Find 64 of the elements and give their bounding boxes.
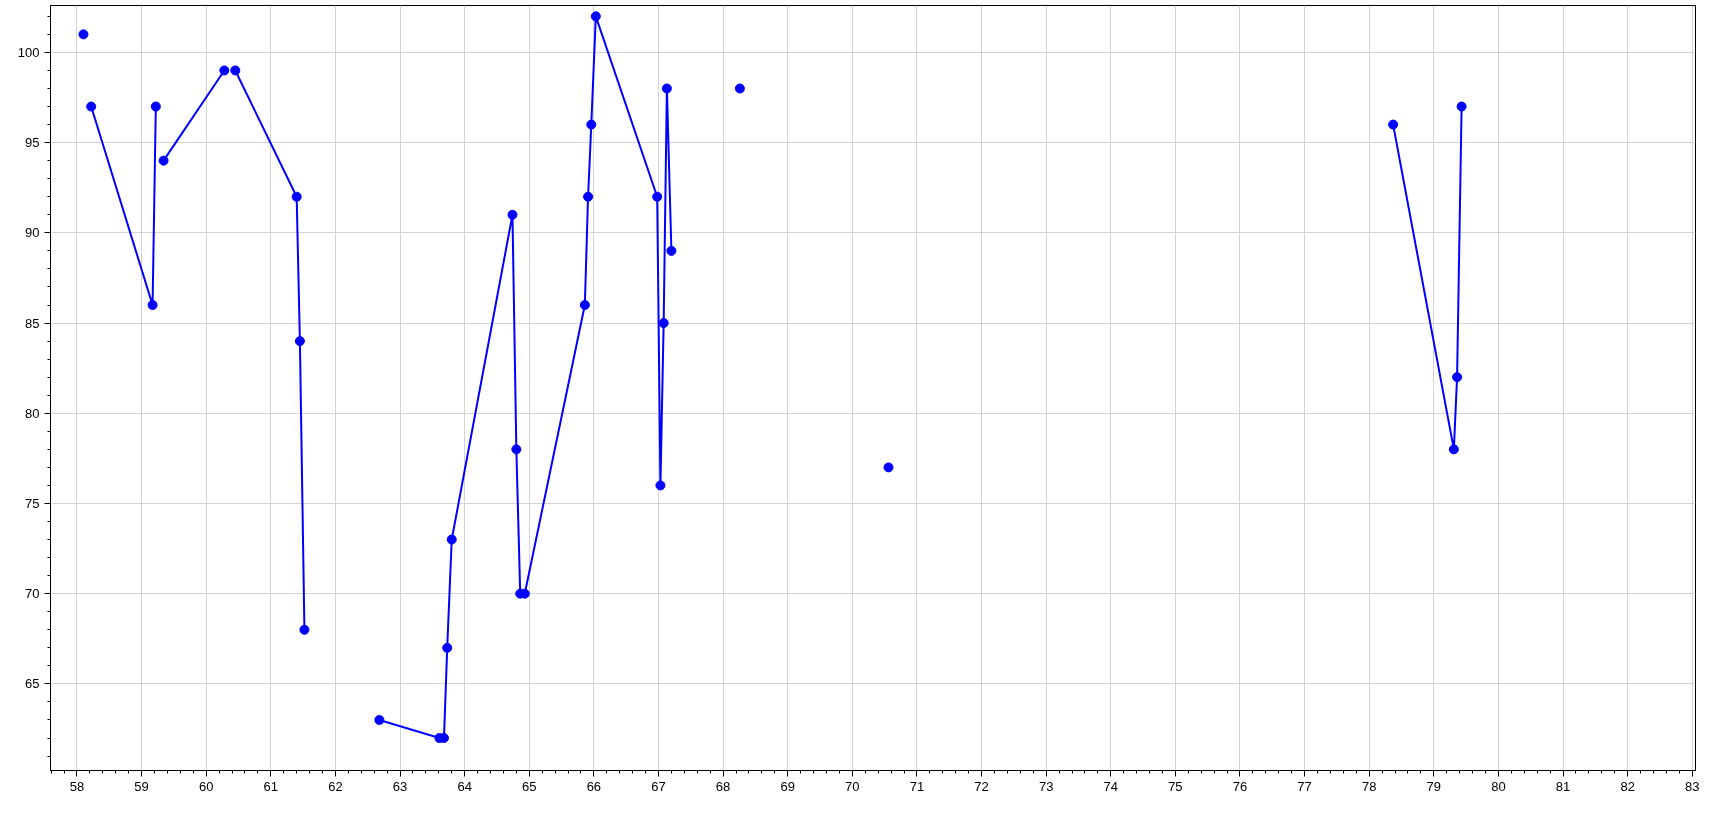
point [511,444,522,455]
y-tick-label: 95 [25,135,40,151]
x-tick-label: 64 [457,778,472,794]
point [374,714,385,725]
y-tick-label: 75 [25,495,40,511]
point [86,101,97,112]
point [883,462,894,473]
y-tick-label: 80 [25,405,40,421]
point [666,245,677,256]
x-tick-label: 70 [845,778,860,794]
x-tick-label: 68 [715,778,731,794]
x-tick-label: 66 [586,778,602,794]
point [158,155,169,166]
x-tick-label: 71 [909,778,925,794]
point [1448,444,1459,455]
point [294,336,305,347]
x-tick-label: 65 [522,778,537,794]
point [230,65,241,76]
x-tick-label: 77 [1297,778,1312,794]
y-tick-label: 65 [25,676,40,692]
x-tick-label: 63 [392,778,408,794]
point [1456,101,1467,112]
x-tick-label: 59 [134,778,149,794]
x-tick-label: 82 [1620,778,1635,794]
point [150,101,161,112]
x-tick-label: 80 [1491,778,1506,794]
point [583,191,594,202]
point [1388,119,1399,130]
x-tick-label: 79 [1426,778,1442,794]
point [734,83,745,94]
x-tick-label: 75 [1168,778,1183,794]
x-tick-label: 74 [1103,778,1119,794]
point [507,209,518,220]
point [147,300,158,310]
point [661,83,672,94]
point [652,191,663,202]
point [291,191,302,202]
point [579,300,590,310]
x-tick-label: 72 [974,778,989,794]
point [78,29,89,40]
point [590,11,601,22]
y-tick-label: 85 [25,315,40,331]
point [658,318,669,329]
x-tick-label: 60 [198,778,214,794]
x-tick-label: 81 [1555,778,1571,794]
x-tick-label: 62 [328,778,343,794]
y-tick-label: 90 [25,225,40,241]
x-tick-label: 73 [1038,778,1054,794]
y-tick-label: 70 [25,586,40,602]
point [442,642,453,653]
x-tick-label: 58 [69,778,85,794]
y-tick-label: 100 [17,44,40,60]
point [586,119,597,130]
x-tick-label: 78 [1361,778,1377,794]
x-tick-label: 67 [651,778,666,794]
point [655,480,666,491]
x-tick-label: 61 [263,778,279,794]
x-tick-label: 76 [1232,778,1248,794]
point [219,65,230,76]
x-tick-label: 83 [1685,778,1700,794]
point [446,534,457,545]
x-tick-label: 69 [780,778,795,794]
point [1452,372,1463,383]
point [299,624,310,635]
